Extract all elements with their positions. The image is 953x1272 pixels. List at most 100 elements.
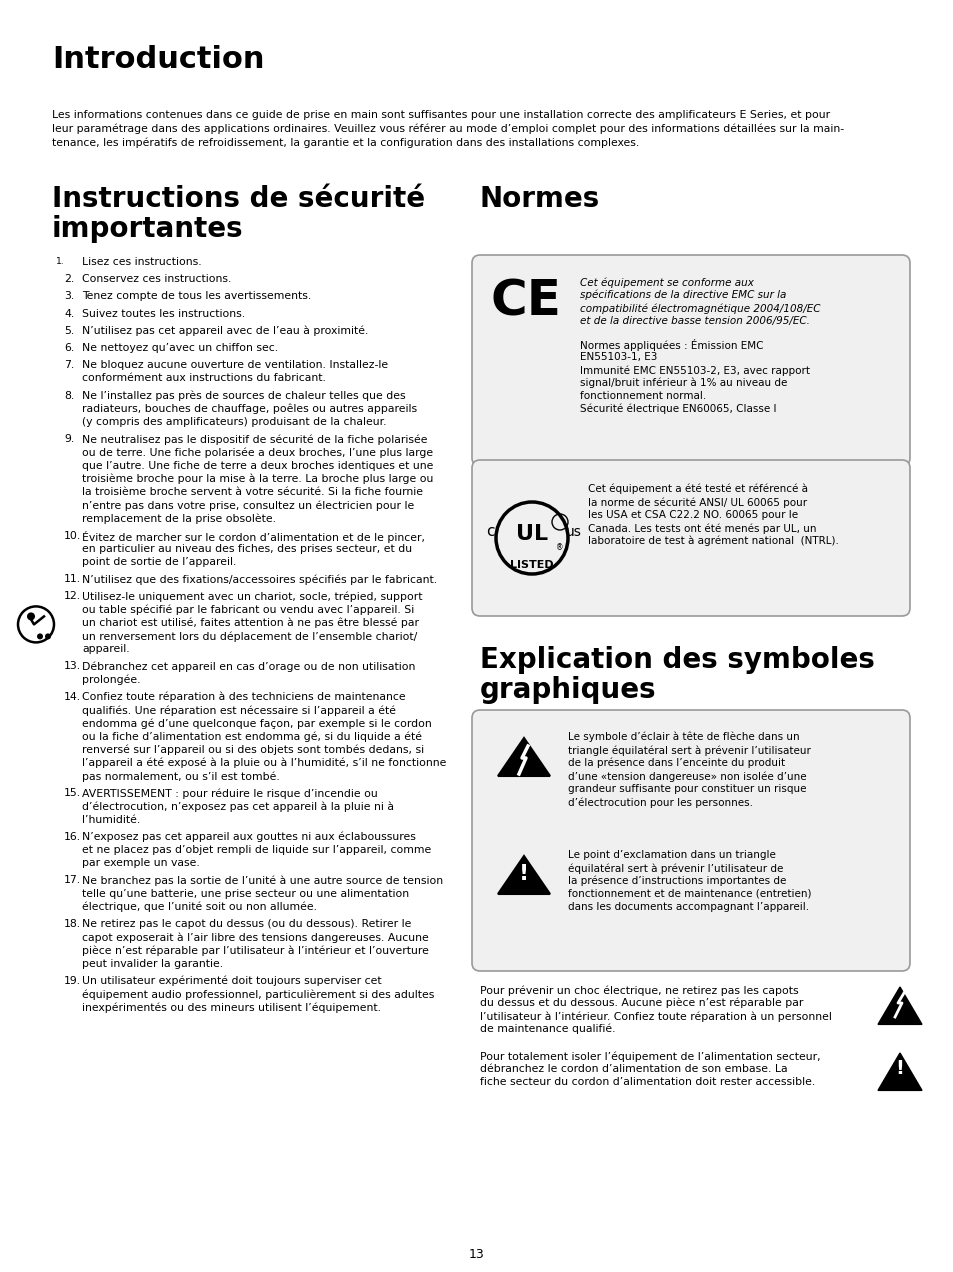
Text: AVERTISSEMENT : pour réduire le risque d’incendie ou: AVERTISSEMENT : pour réduire le risque d… [82, 789, 377, 799]
Text: ou de terre. Une fiche polarisée a deux broches, l’une plus large: ou de terre. Une fiche polarisée a deux … [82, 448, 433, 458]
Text: Conservez ces instructions.: Conservez ces instructions. [82, 275, 232, 284]
Text: conformément aux instructions du fabricant.: conformément aux instructions du fabrica… [82, 374, 326, 383]
Text: appareil.: appareil. [82, 644, 130, 654]
Text: 18.: 18. [64, 918, 81, 929]
Text: l’utilisateur à l’intérieur. Confiez toute réparation à un personnel: l’utilisateur à l’intérieur. Confiez tou… [479, 1011, 831, 1021]
Text: d’électrocution, n’exposez pas cet appareil à la pluie ni à: d’électrocution, n’exposez pas cet appar… [82, 801, 394, 812]
Text: Normes: Normes [479, 184, 599, 212]
Text: importantes: importantes [52, 215, 243, 243]
Text: capot exposerait à l’air libre des tensions dangereuses. Aucune: capot exposerait à l’air libre des tensi… [82, 932, 428, 943]
Text: tenance, les impératifs de refroidissement, la garantie et la configuration dans: tenance, les impératifs de refroidisseme… [52, 137, 639, 149]
Text: Les informations contenues dans ce guide de prise en main sont suffisantes pour : Les informations contenues dans ce guide… [52, 109, 829, 120]
Text: n’entre pas dans votre prise, consultez un électricien pour le: n’entre pas dans votre prise, consultez … [82, 500, 414, 510]
FancyBboxPatch shape [472, 710, 909, 971]
Polygon shape [877, 1053, 921, 1090]
Text: fiche secteur du cordon d’alimentation doit rester accessible.: fiche secteur du cordon d’alimentation d… [479, 1077, 815, 1088]
Text: 16.: 16. [64, 832, 81, 842]
Text: Immunité EMC EN55103-2, E3, avec rapport: Immunité EMC EN55103-2, E3, avec rapport [579, 365, 809, 375]
Polygon shape [497, 856, 550, 894]
Text: que l’autre. Une fiche de terre a deux broches identiques et une: que l’autre. Une fiche de terre a deux b… [82, 460, 433, 471]
Text: laboratoire de test à agrément national  (NTRL).: laboratoire de test à agrément national … [587, 536, 838, 547]
Text: us: us [565, 525, 581, 539]
Text: 13.: 13. [64, 661, 81, 672]
FancyBboxPatch shape [472, 460, 909, 616]
Text: 5.: 5. [64, 326, 74, 336]
Text: N’utilisez pas cet appareil avec de l’eau à proximité.: N’utilisez pas cet appareil avec de l’ea… [82, 326, 368, 336]
Text: en particulier au niveau des fiches, des prises secteur, et du: en particulier au niveau des fiches, des… [82, 544, 412, 553]
Text: 15.: 15. [64, 789, 81, 799]
Text: endomma gé d’une quelconque façon, par exemple si le cordon: endomma gé d’une quelconque façon, par e… [82, 719, 432, 729]
Text: Suivez toutes les instructions.: Suivez toutes les instructions. [82, 309, 245, 318]
Text: !: ! [895, 1060, 903, 1077]
Text: la norme de sécurité ANSI/ UL 60065 pour: la norme de sécurité ANSI/ UL 60065 pour [587, 497, 806, 508]
Text: équipement audio professionnel, particulièrement si des adultes: équipement audio professionnel, particul… [82, 990, 434, 1000]
Text: 12.: 12. [64, 591, 81, 602]
Text: graphiques: graphiques [479, 675, 656, 703]
Text: Confiez toute réparation à des techniciens de maintenance: Confiez toute réparation à des technicie… [82, 692, 405, 702]
Text: Tenez compte de tous les avertissements.: Tenez compte de tous les avertissements. [82, 291, 311, 301]
Text: radiateurs, bouches de chauffage, poêles ou autres appareils: radiateurs, bouches de chauffage, poêles… [82, 403, 416, 415]
Text: la présence d’instructions importantes de: la présence d’instructions importantes d… [567, 876, 785, 887]
Text: Ne nettoyez qu’avec un chiffon sec.: Ne nettoyez qu’avec un chiffon sec. [82, 343, 278, 354]
Text: 8.: 8. [64, 391, 74, 401]
Text: Introduction: Introduction [52, 45, 264, 74]
Text: LISTED: LISTED [510, 560, 554, 570]
Text: Un utilisateur expérimenté doit toujours superviser cet: Un utilisateur expérimenté doit toujours… [82, 976, 381, 986]
Text: les USA et CSA C22.2 NO. 60065 pour le: les USA et CSA C22.2 NO. 60065 pour le [587, 510, 798, 520]
Text: UL: UL [516, 524, 547, 544]
Text: N’utilisez que des fixations/accessoires spécifiés par le fabricant.: N’utilisez que des fixations/accessoires… [82, 574, 436, 585]
Text: la troisième broche servent à votre sécurité. Si la fiche fournie: la troisième broche servent à votre sécu… [82, 487, 422, 497]
Text: Le symbole d’éclair à tête de flèche dans un: Le symbole d’éclair à tête de flèche dan… [567, 731, 799, 743]
Text: peut invalider la garantie.: peut invalider la garantie. [82, 959, 223, 968]
Polygon shape [497, 738, 550, 776]
Text: 19.: 19. [64, 976, 81, 986]
Text: fonctionnement et de maintenance (entretien): fonctionnement et de maintenance (entret… [567, 889, 811, 899]
Text: c: c [485, 524, 494, 539]
Text: 7.: 7. [64, 360, 74, 370]
Text: 2.: 2. [64, 275, 74, 284]
Text: fonctionnement normal.: fonctionnement normal. [579, 391, 705, 401]
Circle shape [45, 633, 51, 640]
Text: 4.: 4. [64, 309, 74, 318]
Text: Ne bloquez aucune ouverture de ventilation. Installez-le: Ne bloquez aucune ouverture de ventilati… [82, 360, 388, 370]
Text: Le point d’exclamation dans un triangle: Le point d’exclamation dans un triangle [567, 850, 775, 860]
Text: Cet équipement se conforme aux: Cet équipement se conforme aux [579, 277, 753, 287]
Text: grandeur suffisante pour constituer un risque: grandeur suffisante pour constituer un r… [567, 784, 805, 794]
Polygon shape [877, 987, 921, 1024]
Text: 9.: 9. [64, 434, 74, 444]
Text: qualifiés. Une réparation est nécessaire si l’appareil a été: qualifiés. Une réparation est nécessaire… [82, 705, 395, 715]
Text: ou la fiche d’alimentation est endomma gé, si du liquide a été: ou la fiche d’alimentation est endomma g… [82, 731, 421, 742]
Text: EN55103-1, E3: EN55103-1, E3 [579, 352, 657, 363]
Circle shape [27, 612, 35, 621]
Text: d’une «tension dangereuse» non isolée d’une: d’une «tension dangereuse» non isolée d’… [567, 771, 806, 781]
Text: 10.: 10. [64, 530, 81, 541]
Text: 1.: 1. [56, 257, 65, 266]
Text: un chariot est utilisé, faites attention à ne pas être blessé par: un chariot est utilisé, faites attention… [82, 618, 418, 628]
Text: l’humidité.: l’humidité. [82, 814, 140, 824]
Text: et ne placez pas d’objet rempli de liquide sur l’appareil, comme: et ne placez pas d’objet rempli de liqui… [82, 845, 431, 855]
Text: Ne neutralisez pas le dispositif de sécurité de la fiche polarisée: Ne neutralisez pas le dispositif de sécu… [82, 434, 427, 445]
Text: ®: ® [556, 543, 563, 552]
Text: équilatéral sert à prévenir l’utilisateur de: équilatéral sert à prévenir l’utilisateu… [567, 862, 782, 874]
Text: 13: 13 [469, 1248, 484, 1261]
Text: Débranchez cet appareil en cas d’orage ou de non utilisation: Débranchez cet appareil en cas d’orage o… [82, 661, 415, 672]
Text: ou table spécifié par le fabricant ou vendu avec l’appareil. Si: ou table spécifié par le fabricant ou ve… [82, 604, 414, 616]
Text: Sécurité électrique EN60065, Classe I: Sécurité électrique EN60065, Classe I [579, 404, 776, 415]
Text: pièce n’est réparable par l’utilisateur à l’intérieur et l’ouverture: pièce n’est réparable par l’utilisateur … [82, 945, 429, 955]
Text: Lisez ces instructions.: Lisez ces instructions. [82, 257, 201, 267]
Text: !: ! [518, 864, 529, 884]
Text: N’exposez pas cet appareil aux gouttes ni aux éclaboussures: N’exposez pas cet appareil aux gouttes n… [82, 832, 416, 842]
Text: troisième broche pour la mise à la terre. La broche plus large ou: troisième broche pour la mise à la terre… [82, 473, 433, 485]
Text: telle qu’une batterie, une prise secteur ou une alimentation: telle qu’une batterie, une prise secteur… [82, 889, 409, 898]
Text: Pour totalement isoler l’équipement de l’alimentation secteur,: Pour totalement isoler l’équipement de l… [479, 1051, 820, 1062]
Text: et de la directive basse tension 2006/95/EC.: et de la directive basse tension 2006/95… [579, 315, 809, 326]
Text: 11.: 11. [64, 574, 81, 584]
Text: Cet équipement a été testé et référencé à: Cet équipement a été testé et référencé … [587, 485, 807, 495]
Text: débranchez le cordon d’alimentation de son embase. La: débranchez le cordon d’alimentation de s… [479, 1063, 787, 1074]
Text: pas normalement, ou s’il est tombé.: pas normalement, ou s’il est tombé. [82, 771, 279, 781]
Text: Ne branchez pas la sortie de l’unité à une autre source de tension: Ne branchez pas la sortie de l’unité à u… [82, 875, 442, 885]
Text: du dessus et du dessous. Aucune pièce n’est réparable par: du dessus et du dessous. Aucune pièce n’… [479, 999, 802, 1009]
Text: Évitez de marcher sur le cordon d’alimentation et de le pincer,: Évitez de marcher sur le cordon d’alimen… [82, 530, 424, 543]
Text: inexpérimentés ou des mineurs utilisent l’équipement.: inexpérimentés ou des mineurs utilisent … [82, 1002, 380, 1013]
Text: l’appareil a été exposé à la pluie ou à l’humidité, s’il ne fonctionne: l’appareil a été exposé à la pluie ou à … [82, 758, 446, 768]
